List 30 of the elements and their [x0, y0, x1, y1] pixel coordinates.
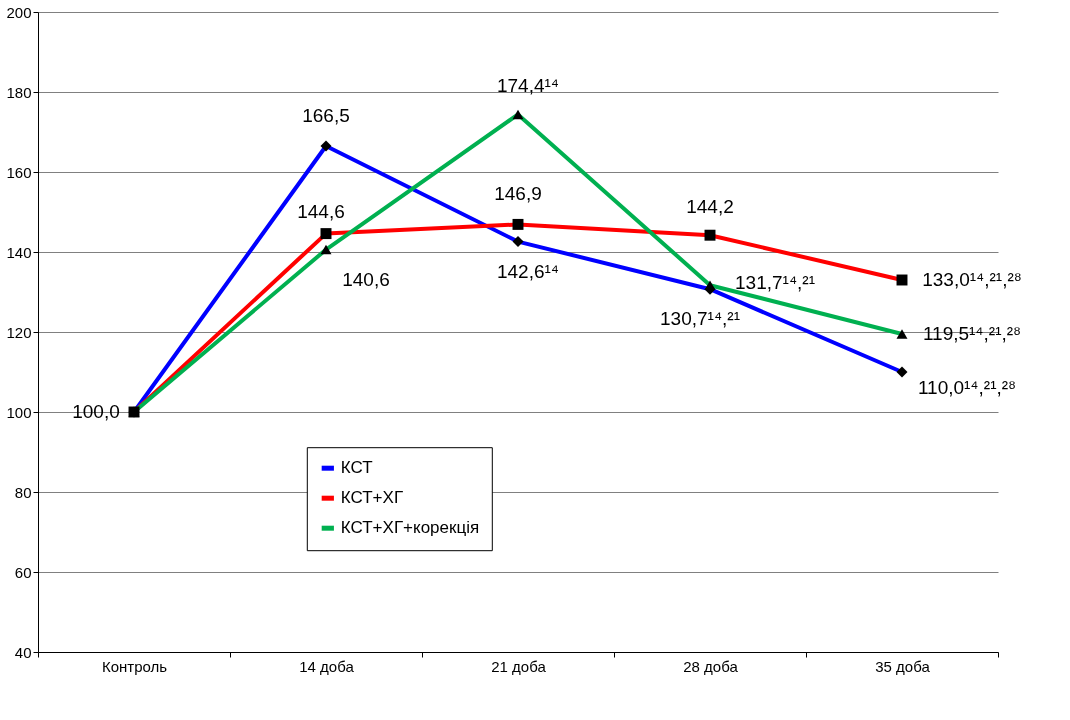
y-tick-label: 200 [6, 3, 32, 21]
data-label: 166,5 [302, 105, 350, 126]
data-label: 140,6 [342, 268, 390, 290]
x-tick-label: 28 доба [683, 657, 739, 675]
legend-label: КСТ+ХГ+корекція [340, 518, 480, 538]
y-tick-label: 160 [6, 163, 32, 181]
y-tick-label: 140 [6, 243, 32, 261]
y-tick-label: 100 [6, 403, 32, 421]
data-label: 110,0¹⁴,²¹,²⁸ [917, 377, 1017, 398]
x-tick-label: Контроль [101, 657, 168, 675]
y-tick-label: 180 [6, 83, 32, 101]
data-label: 119,5¹⁴,²¹,²⁸ [922, 323, 1022, 344]
y-tick-label: 120 [6, 323, 32, 341]
y-tick-label: 40 [14, 643, 32, 661]
data-label: 144,6 [297, 200, 345, 222]
legend-label: КСТ [340, 458, 373, 478]
data-label: 144,2 [686, 196, 734, 218]
data-label: 133,0¹⁴,²¹,²⁸ [922, 269, 1022, 290]
data-label: 146,9 [494, 183, 542, 205]
data-label: 142,6¹⁴ [496, 260, 560, 282]
data-label: 174,4¹⁴ [496, 75, 560, 97]
x-tick-label: 35 доба [875, 657, 931, 675]
legend-label: КСТ+ХГ [340, 488, 404, 508]
x-tick-label: 14 доба [299, 657, 355, 675]
data-label: 100,0 [72, 401, 120, 422]
y-tick-label: 80 [14, 483, 32, 501]
data-label: 130,7¹⁴,²¹ [660, 308, 740, 330]
y-tick-label: 60 [14, 563, 32, 581]
x-tick-label: 21 доба [491, 657, 547, 675]
data-label: 131,7¹⁴,²¹ [735, 272, 815, 294]
